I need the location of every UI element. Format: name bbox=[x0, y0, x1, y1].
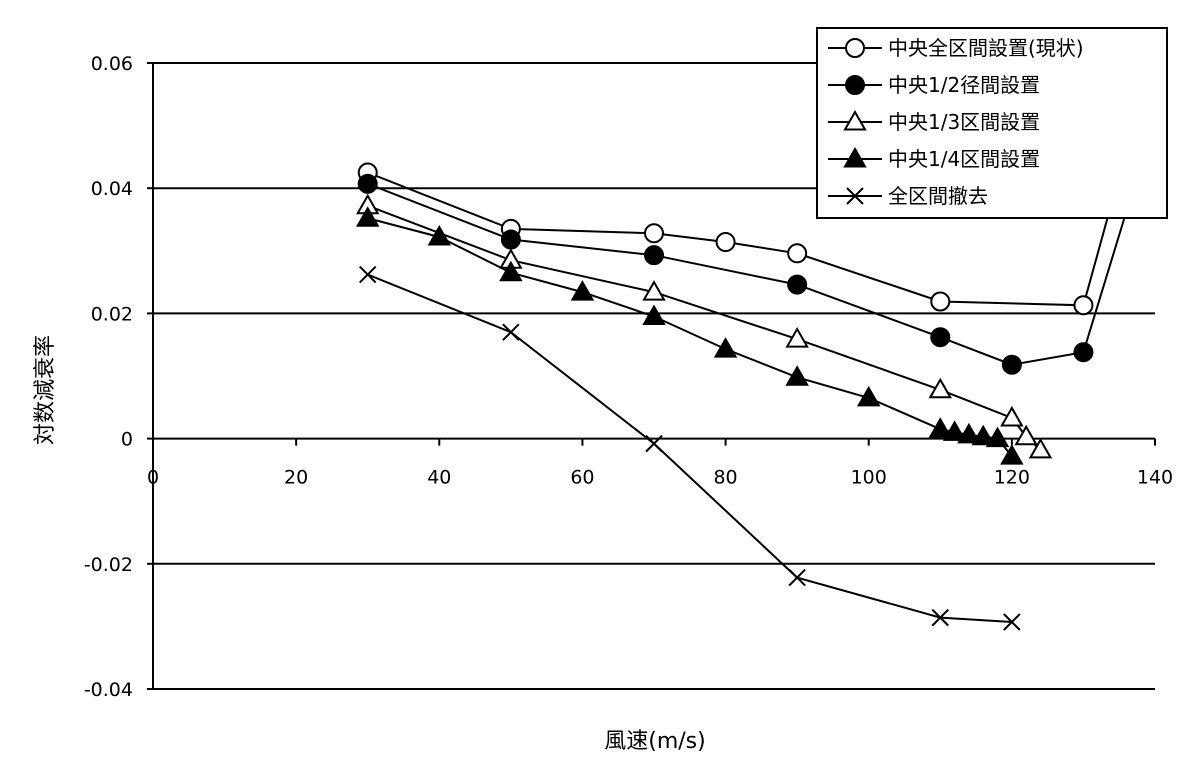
series-line-5 bbox=[367, 273, 1012, 623]
y-tick-label: 0.04 bbox=[91, 178, 133, 200]
y-tick-label: -0.02 bbox=[84, 554, 133, 576]
data-point-series-4 bbox=[942, 420, 967, 441]
data-point-series-3 bbox=[1028, 437, 1053, 459]
data-point-series-4 bbox=[856, 385, 881, 407]
x-ticks: 0 20 40 60 80 100 120 140 bbox=[147, 438, 1173, 489]
data-point-series-3 bbox=[1000, 405, 1024, 427]
data-point-series-2 bbox=[357, 173, 378, 194]
data-point-series-2 bbox=[787, 274, 808, 295]
y-tick-label: 0.02 bbox=[91, 303, 133, 325]
data-point-series-4 bbox=[427, 225, 452, 246]
data-point-series-4 bbox=[928, 417, 953, 438]
data-point-series-2 bbox=[930, 327, 951, 348]
y-tick-label: -0.04 bbox=[84, 679, 133, 701]
x-tick-label: 120 bbox=[994, 467, 1030, 489]
legend-label: 中央1/2径間設置 bbox=[888, 73, 1040, 97]
x-tick-label: 80 bbox=[713, 467, 737, 489]
x-axis-title: 風速(m/s) bbox=[604, 729, 705, 754]
data-point-series-5 bbox=[931, 608, 949, 627]
data-point-series-4 bbox=[785, 365, 809, 386]
legend-label: 中央1/4区間設置 bbox=[888, 147, 1040, 171]
data-point-series-4 bbox=[499, 260, 523, 282]
data-point-series-2 bbox=[1001, 354, 1022, 375]
y-tick-label: 0 bbox=[121, 429, 133, 451]
data-point-series-1 bbox=[930, 291, 951, 312]
data-point-series-1 bbox=[644, 223, 664, 244]
data-point-series-2 bbox=[644, 245, 664, 266]
legend-marker bbox=[843, 109, 867, 131]
legend-marker bbox=[843, 146, 867, 168]
data-point-series-4 bbox=[570, 280, 595, 301]
legend-marker bbox=[845, 38, 865, 58]
y-tick-label: 0.06 bbox=[91, 53, 133, 75]
data-point-series-4 bbox=[985, 426, 1010, 448]
data-point-series-5 bbox=[502, 323, 520, 341]
data-point-series-5 bbox=[359, 265, 377, 284]
data-point-series-1 bbox=[715, 232, 736, 253]
data-point-series-3 bbox=[785, 327, 809, 348]
data-point-series-4 bbox=[713, 337, 738, 358]
data-point-series-4 bbox=[642, 304, 666, 326]
data-point-series-2 bbox=[500, 229, 521, 250]
y-ticks: 0.06 0.04 0.02 0 -0.02 -0.04 bbox=[84, 53, 153, 701]
data-point-series-4 bbox=[1000, 444, 1024, 465]
data-point-series-3 bbox=[1014, 424, 1038, 446]
x-tick-label: 20 bbox=[284, 467, 308, 489]
y-axis-title: 対数減衰率 bbox=[33, 335, 58, 445]
data-point-series-3 bbox=[642, 280, 666, 301]
legend-marker bbox=[846, 187, 864, 205]
x-tick-label: 0 bbox=[147, 467, 159, 489]
data-point-series-4 bbox=[355, 206, 380, 227]
legend-label: 中央全区間設置(現状) bbox=[888, 36, 1084, 60]
data-point-series-4 bbox=[971, 424, 995, 446]
legend-label: 中央1/3区間設置 bbox=[888, 110, 1040, 134]
legend: 中央全区間設置(現状) 中央1/2径間設置中央1/3区間設置中央1/4区間設置全区… bbox=[816, 27, 1168, 219]
data-point-series-1 bbox=[1073, 295, 1094, 316]
data-point-series-5 bbox=[788, 568, 806, 587]
data-point-series-5 bbox=[1003, 613, 1021, 631]
data-point-series-4 bbox=[957, 422, 981, 444]
data-point-series-2 bbox=[1073, 342, 1094, 363]
data-point-series-5 bbox=[645, 434, 663, 453]
x-tick-label: 140 bbox=[1137, 467, 1173, 489]
x-tick-label: 100 bbox=[851, 467, 887, 489]
legend-marker bbox=[845, 75, 865, 95]
legend-items: 中央全区間設置(現状) 中央1/2径間設置中央1/3区間設置中央1/4区間設置全区… bbox=[828, 36, 1084, 208]
data-point-series-1 bbox=[787, 243, 808, 264]
data-point-series-3 bbox=[928, 377, 953, 399]
legend-label: 全区間撤去 bbox=[888, 184, 988, 208]
series-line-4 bbox=[367, 217, 1013, 457]
x-tick-label: 60 bbox=[570, 467, 594, 489]
x-tick-label: 40 bbox=[427, 467, 451, 489]
